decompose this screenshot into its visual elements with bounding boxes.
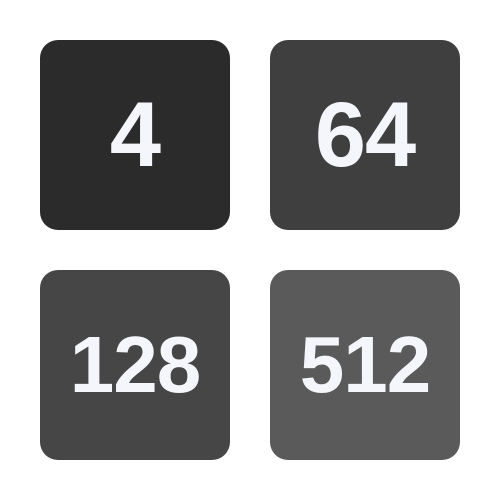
- tile-512[interactable]: 512: [270, 270, 460, 460]
- tile-value: 512: [299, 320, 431, 409]
- tile-value: 128: [69, 320, 201, 409]
- tile-value: 4: [109, 84, 161, 186]
- tile-64[interactable]: 64: [270, 40, 460, 230]
- tile-value: 64: [314, 84, 416, 186]
- tile-4[interactable]: 4: [40, 40, 230, 230]
- tile-128[interactable]: 128: [40, 270, 230, 460]
